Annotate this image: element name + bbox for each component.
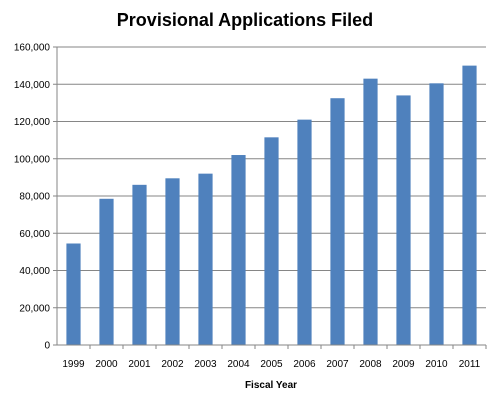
x-tick-label: 2005 [260,359,283,370]
x-axis-title: Fiscal Year [245,380,297,391]
x-tick-labels: 1999 2000 2001 2002 2003 2004 2005 2006 2007 2008… [62,359,480,370]
x-tick-label: 2010 [425,359,448,370]
bar [363,78,378,345]
x-tick-label: 2011 [459,359,481,370]
y-tick-label: 140,000 [14,80,51,91]
bar [264,137,279,345]
y-tick-labels: 0 20,000 40,000 60,000 80,000 100,000 120,000 1… [14,43,51,352]
y-tick-label: 40,000 [19,266,50,277]
bar [396,95,411,345]
x-tick-label: 2003 [194,359,217,370]
y-tick-label: 60,000 [19,229,50,240]
chart-title: Provisional Applications Filed [117,10,373,30]
bar [297,119,312,345]
x-tick-label: 2000 [95,359,118,370]
axes [53,46,487,349]
y-tick-label: 20,000 [19,303,50,314]
bar [198,173,213,345]
x-tick-label: 1999 [62,359,85,370]
bars [66,65,477,345]
x-tick-label: 2001 [128,359,151,370]
y-tick-label: 80,000 [19,192,50,203]
y-tick-label: 160,000 [14,43,51,54]
bar [231,155,246,345]
bar [99,198,114,345]
y-tick-label: 0 [44,341,50,352]
x-tick-label: 2004 [227,359,250,370]
y-tick-label: 100,000 [14,154,51,165]
bar [165,178,180,345]
x-tick-label: 2009 [392,359,415,370]
bar [429,83,444,345]
y-tick-label: 120,000 [14,117,51,128]
bar [132,184,147,345]
x-tick-label: 2008 [359,359,382,370]
x-tick-label: 2007 [326,359,349,370]
bar [330,98,345,345]
x-tick-label: 2006 [293,359,316,370]
bar [462,65,477,345]
bar [66,243,81,345]
x-tick-label: 2002 [161,359,184,370]
